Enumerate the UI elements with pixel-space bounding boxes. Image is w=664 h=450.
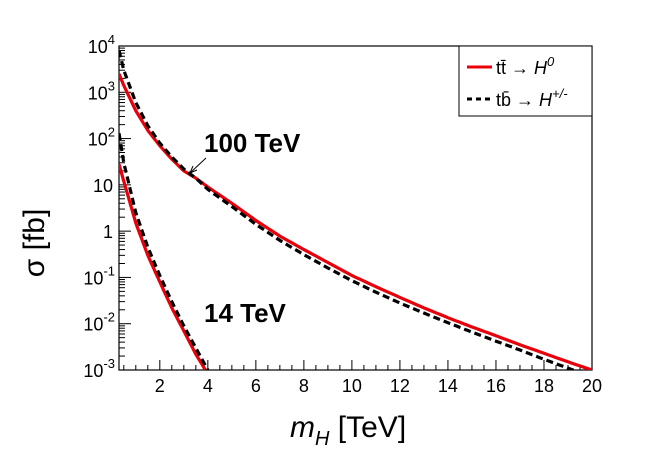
x-tick-label: 20 (582, 376, 602, 396)
legend-label-hpm: tb̄ → H+/- (496, 86, 568, 110)
series-line-1 (119, 50, 578, 370)
x-axis-title-unit: [TeV] (329, 411, 406, 444)
x-tick-label: 12 (390, 376, 410, 396)
x-tick-label: 18 (534, 376, 554, 396)
y-axis-title: σ [fb] (18, 209, 51, 278)
x-axis-title: mH [TeV] (290, 411, 406, 450)
y-axis-ticks: 10-3 10-2 10-1 1 10 102 103 104 (83, 32, 131, 381)
x-tick-label: 4 (203, 376, 213, 396)
x-axis-ticks: 2 4 6 8 10 12 14 16 18 20 (123, 360, 602, 396)
annotation-100tev: 100 TeV (204, 128, 301, 158)
x-tick-label: 10 (342, 376, 362, 396)
x-tick-label: 2 (155, 376, 165, 396)
series-group (119, 50, 592, 370)
y-tick-label: 102 (88, 125, 115, 150)
series-line-2 (119, 163, 207, 370)
legend-label-h0: tt̄ → H0 (496, 54, 555, 78)
legend-box (458, 45, 593, 117)
x-tick-label: 16 (486, 376, 506, 396)
x-tick-label: 6 (251, 376, 261, 396)
plot-frame (118, 45, 593, 371)
y-tick-label: 10 (93, 176, 113, 196)
x-tick-label: 14 (438, 376, 458, 396)
series-line-3 (119, 133, 210, 370)
x-axis-title-main: m (290, 411, 315, 444)
x-tick-label: 8 (299, 376, 309, 396)
y-tick-label: 10-1 (83, 263, 115, 288)
y-tick-label: 1 (103, 222, 113, 242)
annotation-arrow (189, 157, 207, 174)
y-tick-label: 10-2 (83, 310, 115, 335)
legend: tt̄ → H0 tb̄ → H+/- (458, 45, 593, 117)
series-line-0 (119, 73, 592, 370)
x-axis-title-sub: H (315, 428, 330, 450)
y-tick-label: 10-3 (83, 356, 115, 381)
y-tick-label: 103 (88, 78, 115, 103)
y-tick-label: 104 (88, 32, 115, 57)
annotation-14tev: 14 TeV (204, 298, 287, 328)
